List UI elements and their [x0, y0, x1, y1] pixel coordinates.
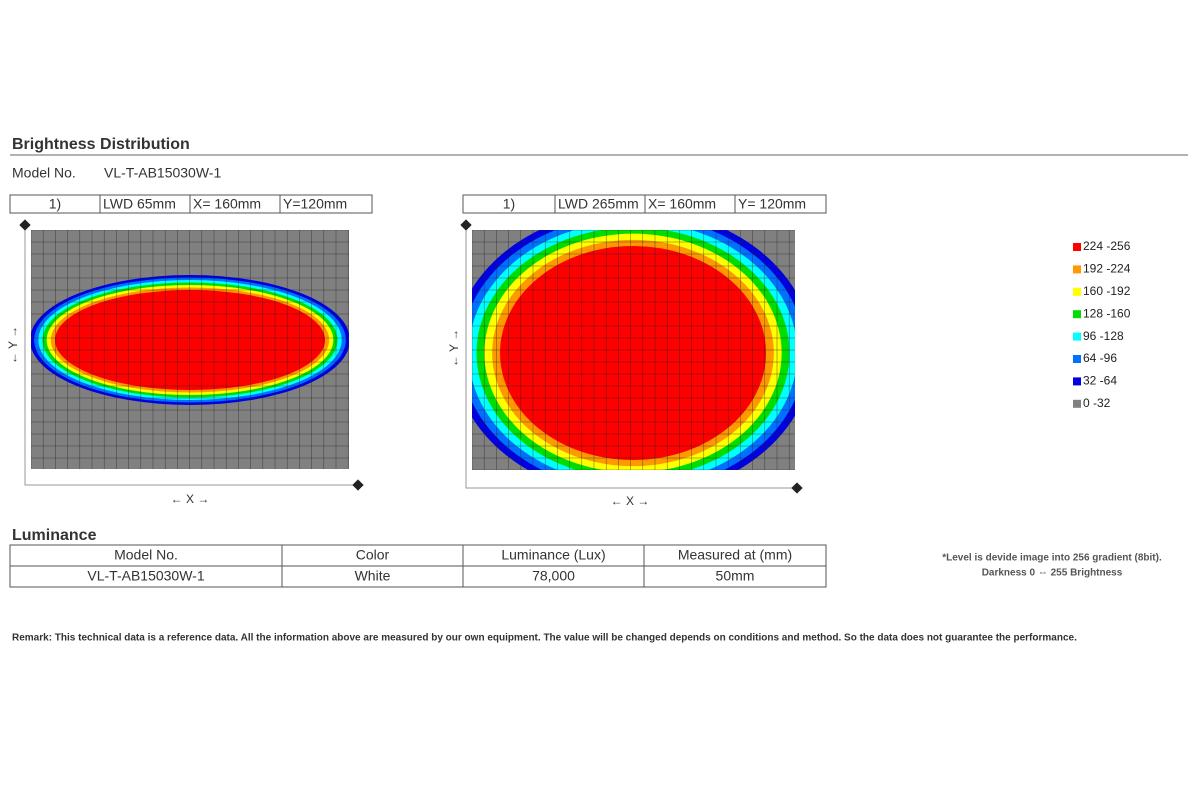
- table-cell: [643, 565, 827, 588]
- legend-label: 192 -224: [1083, 262, 1131, 276]
- heatmap: [472, 230, 795, 470]
- legend-swatch: [1073, 355, 1081, 363]
- y-axis-label: ← Y →: [6, 326, 20, 364]
- legend-label: 32 -64: [1083, 374, 1117, 388]
- header-cell: [279, 194, 373, 214]
- legend-label: 96 -128: [1083, 329, 1124, 343]
- axis-end: [352, 479, 364, 491]
- axis-end: [460, 219, 472, 231]
- legend-swatch: [1073, 243, 1081, 251]
- header-text: X= 160mm: [193, 196, 261, 212]
- x-axis-label: ← X →: [171, 492, 210, 506]
- table-text: 78,000: [532, 568, 575, 584]
- remark: Remark: This technical data is a referen…: [12, 633, 1077, 644]
- axis: [24, 225, 358, 486]
- axis-end: [19, 219, 31, 231]
- legend-label: 160 -192: [1083, 284, 1131, 298]
- header-text: LWD 65mm: [103, 196, 176, 212]
- legend-label: 64 -96: [1083, 351, 1117, 365]
- model-value: VL-T-AB15030W-1: [104, 165, 221, 181]
- section-title: Brightness Distribution: [12, 136, 190, 153]
- x-axis-label: ← X →: [611, 494, 650, 508]
- legend-swatch: [1073, 287, 1081, 296]
- legend-swatch: [1073, 310, 1081, 319]
- y-axis-label: ← Y →: [447, 329, 461, 367]
- luminance-title: Luminance: [12, 527, 97, 544]
- table-text: Model No.: [114, 547, 178, 563]
- legend-swatch: [1073, 399, 1081, 408]
- legend-label: 0 -32: [1083, 396, 1111, 410]
- legend-label: 224 -256: [1083, 239, 1131, 253]
- header-cell: [734, 194, 827, 214]
- heatmap: [31, 230, 349, 469]
- table-text: Luminance (Lux): [501, 547, 605, 563]
- level-band: [55, 290, 325, 390]
- header-text: Y=120mm: [283, 196, 347, 212]
- header-text: 1): [503, 196, 515, 212]
- header-text: LWD 265mm: [558, 196, 639, 212]
- note: Darkness 0 ⇔ 255 Brightness: [982, 568, 1123, 579]
- header-text: 1): [49, 196, 61, 212]
- table-text: 50mm: [716, 568, 755, 584]
- table-text: Measured at (mm): [678, 547, 792, 563]
- table-text: White: [355, 568, 391, 584]
- level-band: [500, 246, 766, 460]
- legend-swatch: [1073, 377, 1081, 386]
- note: *Level is devide image into 256 gradient…: [942, 553, 1162, 564]
- table-text: Color: [356, 547, 390, 563]
- model-label: Model No.: [12, 165, 76, 181]
- header-text: Y= 120mm: [738, 196, 806, 212]
- table-text: VL-T-AB15030W-1: [87, 568, 204, 584]
- axis-end: [791, 482, 803, 494]
- legend-label: 128 -160: [1083, 306, 1131, 320]
- axis: [465, 225, 797, 489]
- legend-swatch: [1073, 332, 1081, 341]
- header-text: X= 160mm: [648, 196, 716, 212]
- legend-swatch: [1073, 265, 1081, 274]
